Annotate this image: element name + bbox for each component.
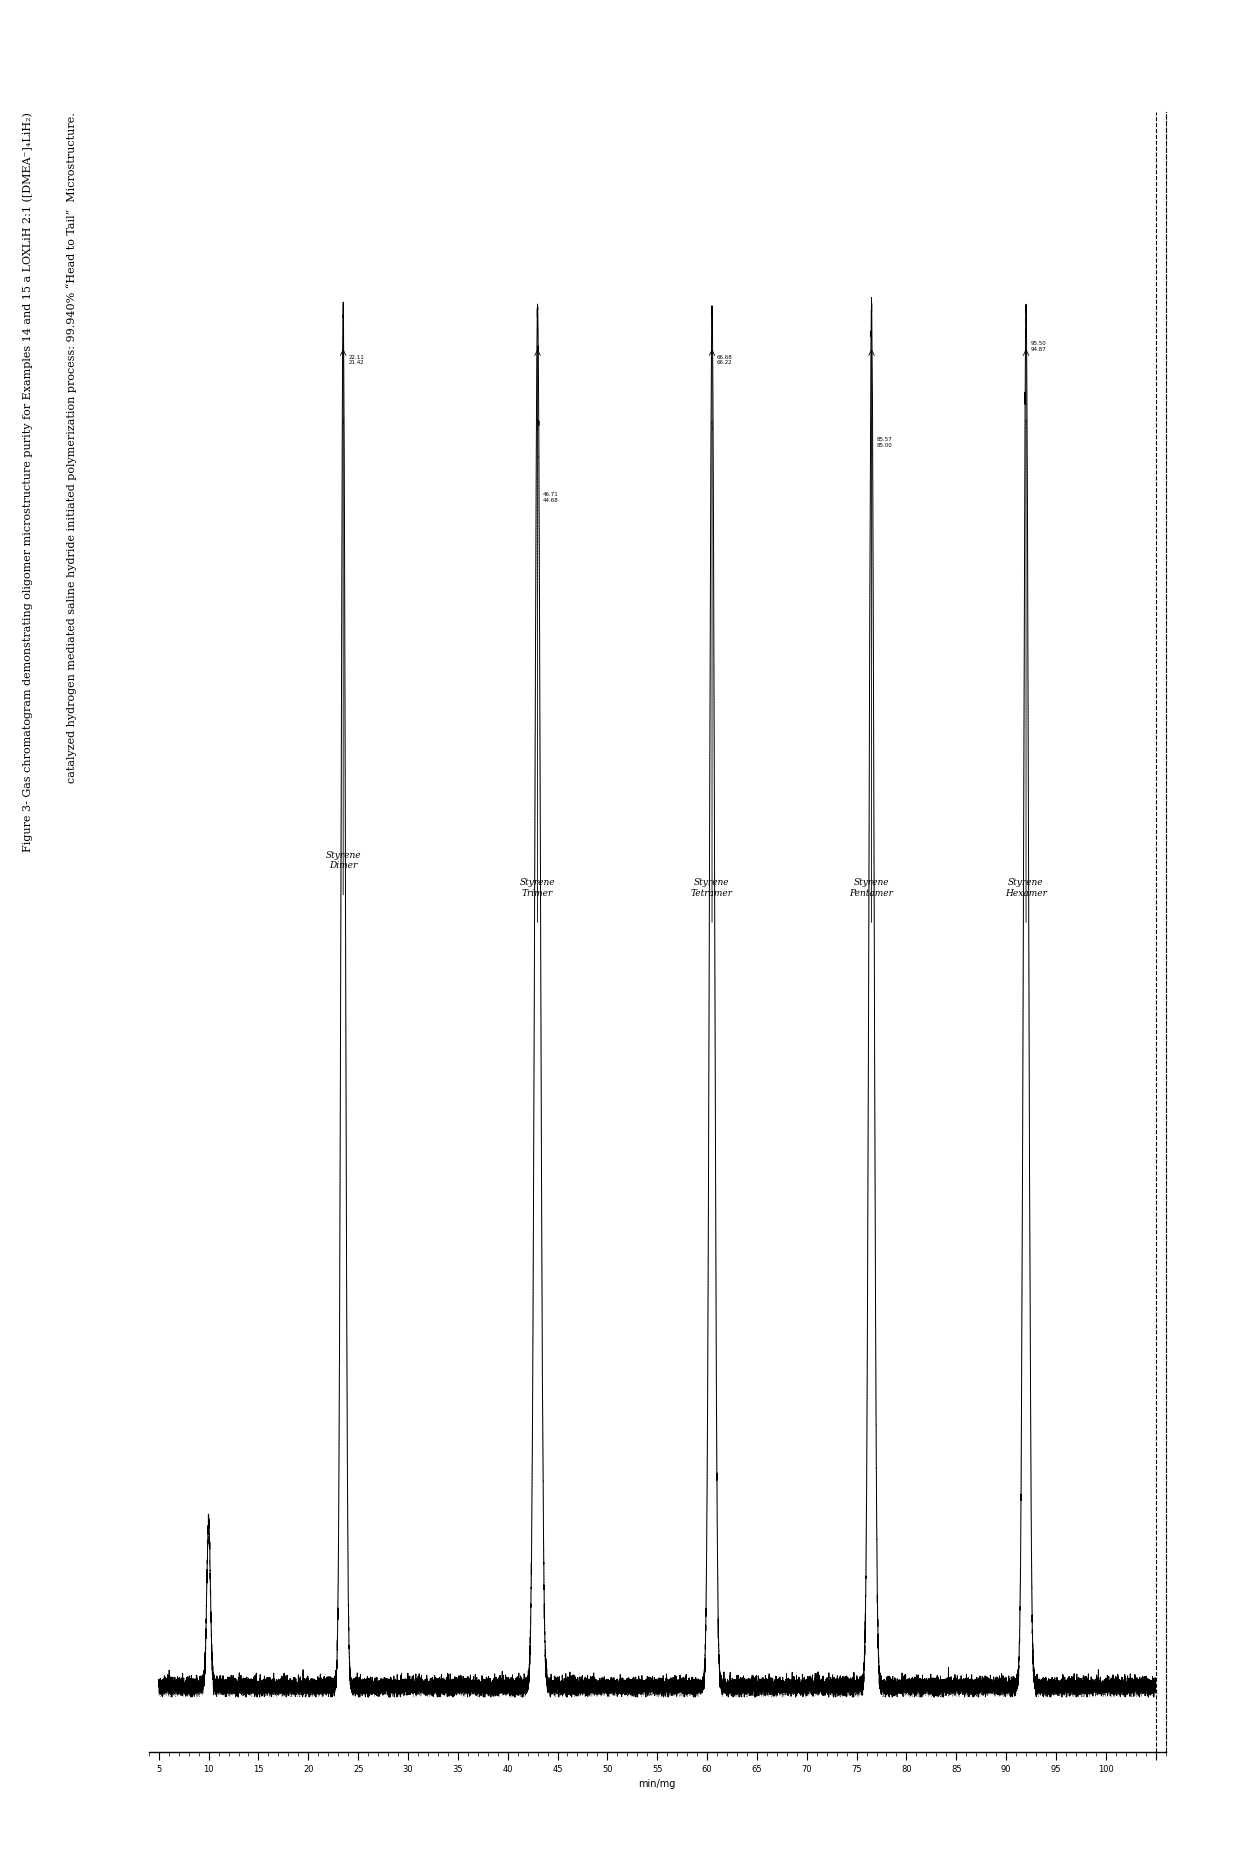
Text: Styrene
Dimer: Styrene Dimer	[325, 850, 361, 870]
Text: 46.71
44.68: 46.71 44.68	[543, 492, 558, 503]
Text: Styrene
Pentamer: Styrene Pentamer	[849, 878, 894, 898]
Text: Styrene
Tetramer: Styrene Tetramer	[691, 878, 733, 898]
Text: Styrene
Trimer: Styrene Trimer	[520, 878, 556, 898]
Text: 22.11
21.42: 22.11 21.42	[348, 354, 363, 365]
Text: 66.68
66.22: 66.68 66.22	[717, 354, 733, 365]
X-axis label: min/mg: min/mg	[639, 1778, 676, 1789]
Text: 85.57
85.00: 85.57 85.00	[877, 438, 893, 447]
Text: Styrene
Hexamer: Styrene Hexamer	[1006, 878, 1047, 898]
Text: 95.50
94.87: 95.50 94.87	[1030, 341, 1047, 352]
Text: Figure 3- Gas chromatogram demonstrating oligomer microstructure purity for Exam: Figure 3- Gas chromatogram demonstrating…	[22, 112, 32, 852]
Text: catalyzed hydrogen mediated saline hydride initiated polymerization process: 99.: catalyzed hydrogen mediated saline hydri…	[67, 112, 77, 783]
